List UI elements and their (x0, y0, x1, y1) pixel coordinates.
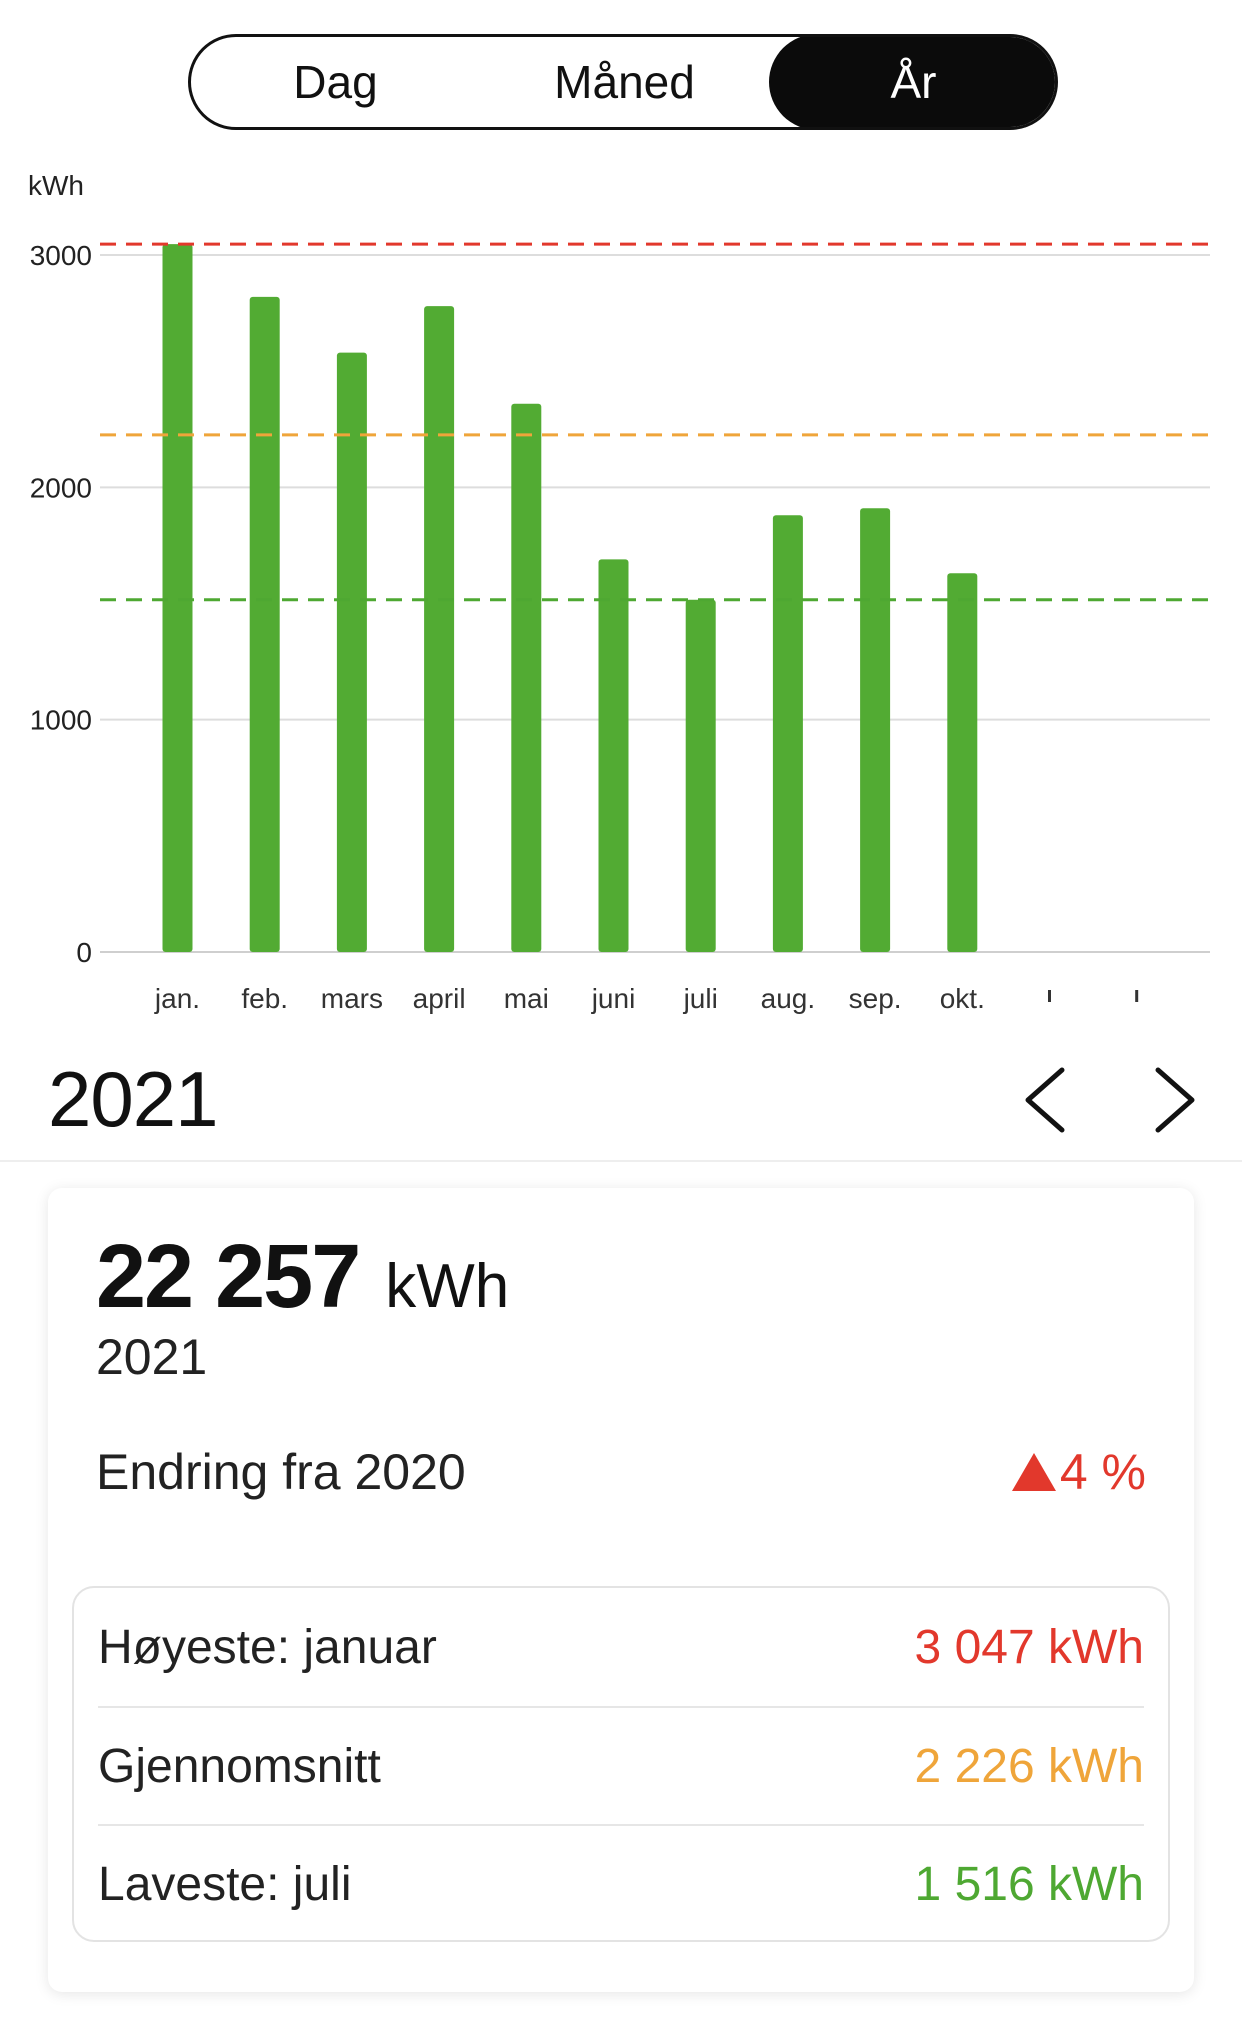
y-tick-label: 3000 (30, 240, 92, 271)
x-tick-label: feb. (241, 983, 288, 1014)
summary-card: 22 257 kWh 2021 Endring fra 2020 4 % Høy… (48, 1188, 1194, 1992)
y-axis-label: kWh (28, 170, 84, 201)
stats-box: Høyeste: januar 3 047 kWh Gjennomsnitt 2… (72, 1586, 1170, 1942)
x-tick-label: mai (504, 983, 549, 1014)
stat-value: 1 516 kWh (914, 1857, 1144, 1911)
bar-chart: kWh 0 1000 2000 3000 jan. feb. mars april mai juni… (28, 170, 1210, 1014)
bar (511, 403, 542, 952)
chevron-left-icon (1025, 1067, 1065, 1133)
stat-label: Laveste: juli (98, 1857, 352, 1911)
segment-month[interactable]: Måned (554, 56, 695, 108)
stat-row-highest: Høyeste: januar 3 047 kWh (98, 1588, 1144, 1706)
x-tick-label: sep. (849, 983, 902, 1014)
bar (685, 599, 716, 952)
stat-value: 2 226 kWh (914, 1739, 1144, 1793)
x-tick-label: aug. (761, 983, 816, 1014)
y-tick-label: 2000 (30, 472, 92, 503)
year-title: 2021 (48, 1055, 219, 1143)
chevron-right-icon (1155, 1067, 1195, 1133)
y-tick-label: 1000 (30, 705, 92, 736)
stat-value: 3 047 kWh (914, 1620, 1144, 1674)
segment-year[interactable]: År (769, 37, 1055, 127)
total-value: 22 257 (96, 1227, 361, 1327)
section-divider (0, 1160, 1242, 1162)
bar (249, 296, 280, 952)
period-segmented-control: Dag Måned År (188, 34, 1058, 130)
bar (860, 508, 891, 952)
change-value: 4 % (1011, 1443, 1146, 1501)
y-tick-label: 0 (76, 937, 92, 968)
previous-year-button[interactable] (1010, 1060, 1080, 1140)
year-navigation: 2021 (0, 1040, 1242, 1160)
stat-label: Gjennomsnitt (98, 1739, 381, 1793)
x-tick-label: april (413, 983, 466, 1014)
total-unit: kWh (385, 1252, 510, 1321)
stat-label: Høyeste: januar (98, 1620, 437, 1674)
x-tick-label: juni (591, 983, 636, 1014)
change-label: Endring fra 2020 (96, 1444, 466, 1500)
bar (947, 573, 978, 952)
x-tick-label: okt. (940, 983, 985, 1014)
bar (772, 515, 803, 952)
next-year-button[interactable] (1140, 1060, 1210, 1140)
segment-day[interactable]: Dag (293, 56, 378, 108)
bar (336, 352, 367, 952)
bar (424, 306, 455, 952)
x-tick-label: mars (321, 983, 383, 1014)
triangle-up-icon (1011, 1453, 1056, 1491)
x-tick-label: juli (683, 983, 718, 1014)
change-row: Endring fra 2020 4 % (96, 1443, 1146, 1513)
summary-year: 2021 (96, 1329, 208, 1385)
consumption-chart: kWh 0 1000 2000 3000 jan. feb. mars april mai juni… (0, 150, 1242, 1020)
total-consumption: 22 257 kWh (96, 1226, 509, 1329)
bar (598, 559, 629, 952)
bar (162, 244, 193, 952)
change-percent: 4 % (1059, 1444, 1146, 1500)
x-tick-label: jan. (154, 983, 200, 1014)
stat-row-lowest: Laveste: juli 1 516 kWh (98, 1824, 1144, 1942)
stat-row-average: Gjennomsnitt 2 226 kWh (98, 1706, 1144, 1824)
